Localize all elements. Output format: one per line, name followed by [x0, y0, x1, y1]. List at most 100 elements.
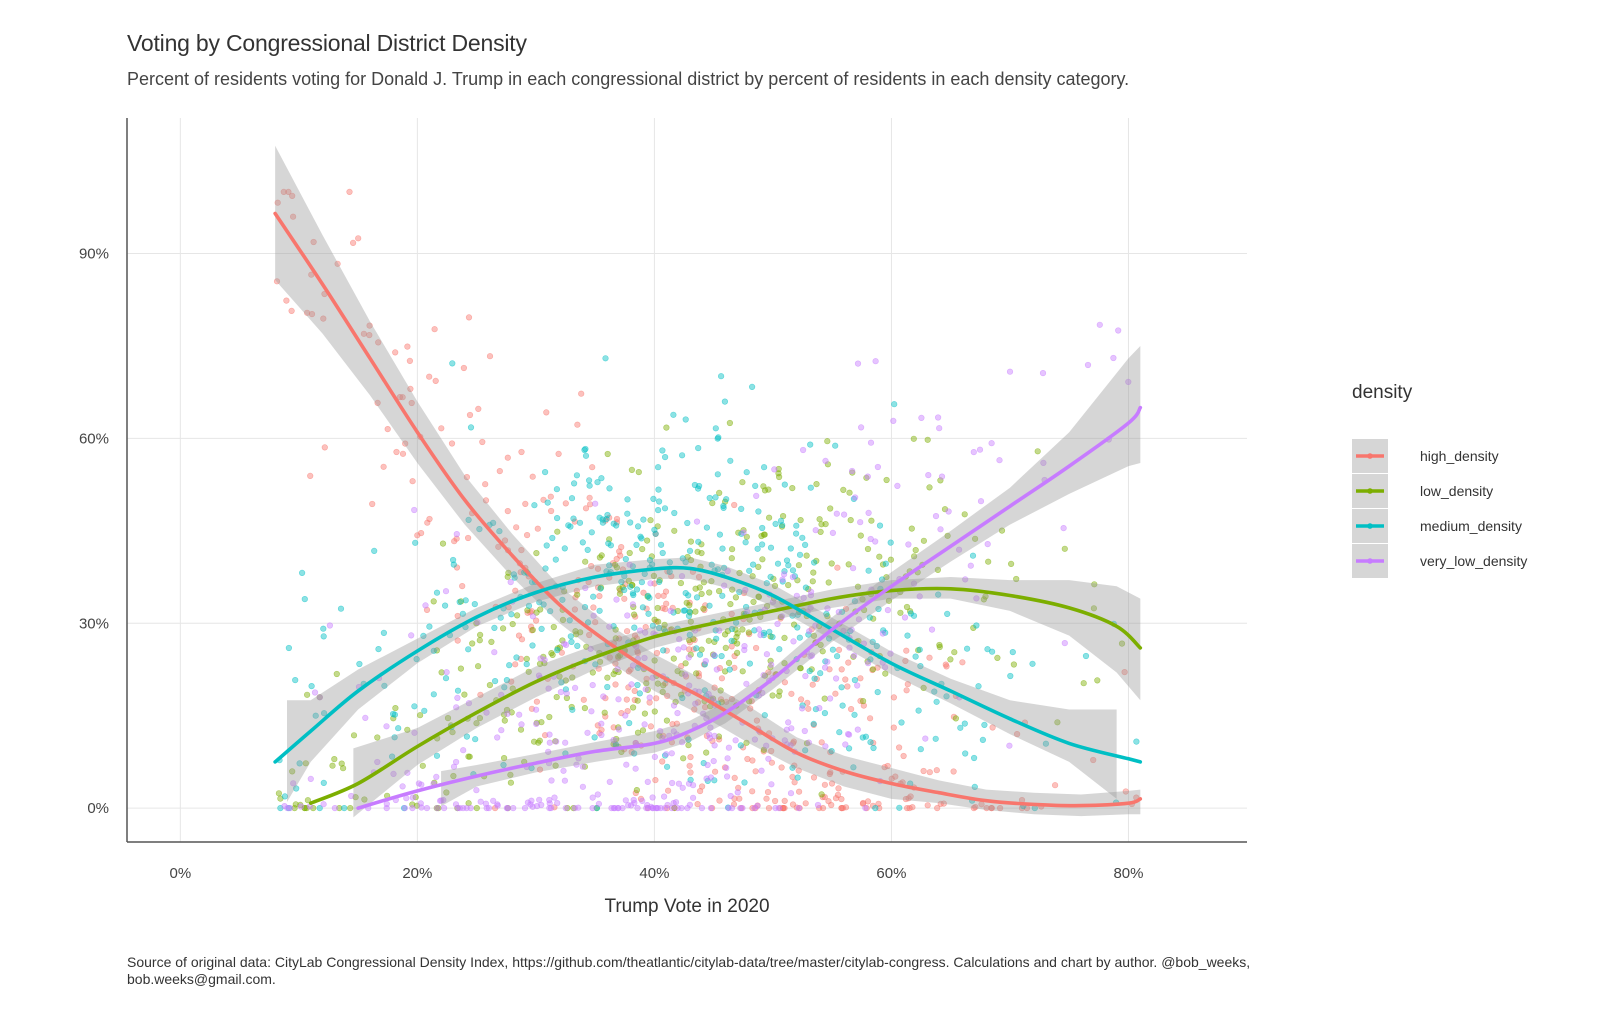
scatter-point [814, 801, 822, 809]
scatter-point [740, 589, 748, 597]
scatter-point [288, 307, 295, 315]
scatter-point [768, 661, 775, 668]
scatter-point [289, 768, 296, 775]
scatter-point [749, 573, 756, 580]
scatter-point [546, 796, 553, 804]
scatter-point [838, 804, 845, 812]
scatter-point [643, 804, 650, 812]
scatter-point [687, 538, 695, 545]
scatter-point [752, 768, 759, 775]
scatter-point [838, 608, 846, 615]
scatter-point [834, 791, 842, 799]
scatter-point [636, 627, 644, 634]
scatter-point [381, 682, 388, 689]
scatter-point [465, 516, 472, 524]
scatter-point [845, 731, 853, 738]
scatter-point [375, 339, 382, 346]
scatter-point [848, 626, 855, 633]
scatter-point [477, 691, 484, 698]
scatter-point [691, 706, 698, 713]
scatter-point [522, 500, 529, 508]
scatter-point [833, 653, 841, 660]
scatter-point [615, 726, 623, 733]
scatter-point [604, 683, 611, 691]
scatter-point [536, 796, 543, 803]
scatter-point [838, 684, 845, 691]
legend: density high_density low_density medium_den… [1352, 382, 1527, 578]
scatter-point [643, 537, 651, 544]
scatter-point [533, 549, 540, 557]
scatter-point [630, 611, 638, 618]
scatter-point [391, 734, 398, 741]
scatter-point [554, 799, 561, 807]
scatter-point [316, 804, 323, 812]
scatter-point [586, 631, 593, 639]
scatter-point [728, 625, 736, 633]
scatter-point [604, 511, 611, 519]
scatter-point [864, 660, 872, 667]
scatter-point [626, 561, 633, 568]
scatter-point [846, 489, 853, 496]
scatter-point [1125, 378, 1132, 386]
scatter-point [439, 540, 447, 547]
scatter-point [629, 601, 637, 608]
scatter-point [736, 795, 743, 802]
scatter-point [569, 674, 576, 681]
scatter-point [938, 473, 946, 480]
scatter-point [592, 619, 599, 626]
scatter-point [724, 755, 731, 762]
scatter-point [835, 608, 842, 616]
scatter-point [536, 599, 543, 606]
scatter-point [551, 794, 558, 801]
scatter-point [442, 602, 449, 609]
scatter-point [970, 754, 978, 762]
scatter-point [827, 505, 834, 512]
scatter-point [308, 311, 316, 318]
scatter-point [559, 637, 566, 644]
scatter-point [463, 474, 471, 481]
scatter-point [602, 355, 609, 362]
scatter-point [646, 556, 654, 564]
scatter-point [779, 804, 787, 812]
scatter-point [825, 579, 832, 586]
scatter-point [896, 804, 903, 811]
scatter-point [588, 708, 595, 715]
scatter-point [866, 614, 873, 621]
scatter-point [775, 692, 783, 699]
scatter-point [651, 708, 658, 715]
scatter-point [881, 664, 889, 671]
scatter-point [738, 505, 745, 513]
scatter-point [544, 499, 551, 506]
scatter-point [674, 804, 681, 812]
scatter-point [523, 661, 530, 668]
scatter-point [888, 775, 895, 782]
scatter-point [490, 519, 497, 527]
scatter-point [637, 533, 644, 540]
scatter-point [630, 591, 637, 599]
scatter-point [375, 645, 382, 653]
scatter-point [561, 777, 569, 784]
confidence-bands [275, 145, 1141, 818]
scatter-point [579, 763, 586, 770]
scatter-point [517, 726, 525, 733]
scatter-point [706, 494, 713, 502]
scatter-point [696, 651, 704, 658]
scatter-point [771, 582, 779, 590]
scatter-point [465, 700, 473, 707]
scatter-point [800, 594, 807, 602]
scatter-point [760, 464, 768, 471]
scatter-point [475, 663, 482, 670]
scatter-point [558, 679, 565, 686]
scatter-point [632, 765, 639, 772]
scatter-point [755, 593, 763, 601]
scatter-point [438, 669, 445, 676]
scatter-point [640, 589, 647, 596]
scatter-point [443, 669, 450, 676]
scatter-point [676, 636, 683, 643]
scatter-point [998, 527, 1006, 534]
scatter-point [767, 657, 774, 665]
scatter-point [536, 766, 544, 773]
source-caption: Source of original data: CityLab Congres… [127, 954, 1251, 987]
scatter-point [568, 495, 576, 502]
scatter-point [695, 445, 702, 452]
